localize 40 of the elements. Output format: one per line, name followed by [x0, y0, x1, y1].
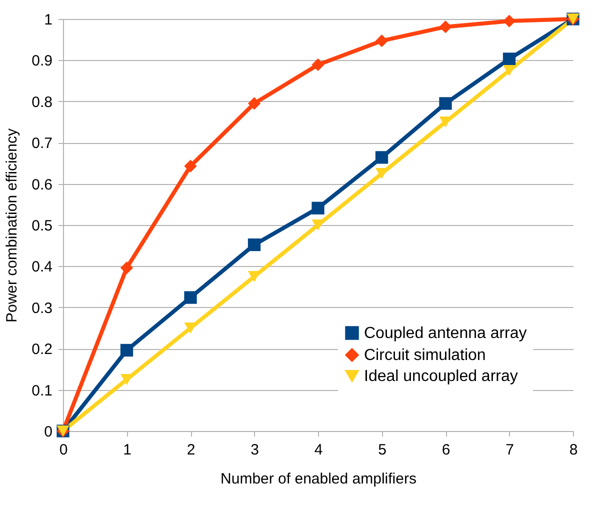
point: [120, 262, 134, 274]
y-axis-title: Power combination efficiency: [4, 128, 21, 322]
point: [184, 291, 197, 304]
point: [375, 151, 388, 164]
x-tick-label: 8: [569, 442, 578, 458]
point: [312, 202, 324, 214]
x-tick-label: 2: [186, 442, 196, 458]
x-tick-label: 1: [123, 442, 132, 458]
x-tick-label: 0: [59, 442, 68, 458]
point: [248, 238, 261, 252]
x-tick-label: 5: [378, 442, 386, 458]
x-tick-label: 3: [250, 442, 259, 458]
x-tick-label: 4: [314, 442, 323, 458]
y-tick-label: 0.9: [32, 52, 52, 70]
legend-label: Ideal uncoupled array: [364, 368, 518, 385]
point: [439, 20, 452, 34]
x-tick-label: 6: [442, 442, 450, 458]
point: [502, 14, 516, 28]
point: [312, 58, 324, 72]
y-tick-label: 0: [44, 424, 52, 440]
y-tick-label: 0.4: [32, 258, 52, 276]
point: [248, 97, 261, 110]
y-tick-label: 0.6: [32, 176, 52, 194]
y-tick-label: 0.5: [32, 218, 52, 234]
point: [375, 34, 388, 48]
y-tick-label: 0.3: [32, 300, 52, 317]
x-axis-title: Number of enabled amplifiers: [220, 470, 416, 488]
y-tick-label: 0.2: [32, 341, 52, 358]
y-tick-label: 0.8: [32, 94, 52, 111]
point: [184, 160, 197, 172]
point: [439, 97, 452, 110]
point: [502, 52, 516, 66]
legend-label: Coupled antenna array: [364, 325, 527, 342]
y-tick-label: 0.1: [32, 382, 52, 400]
y-tick-label: 0.7: [32, 135, 52, 152]
point: [502, 65, 516, 76]
y-tick-label: 1: [44, 12, 52, 28]
point: [120, 344, 134, 357]
x-tick-label: 7: [506, 442, 514, 458]
legend-label: Circuit simulation: [364, 347, 486, 364]
